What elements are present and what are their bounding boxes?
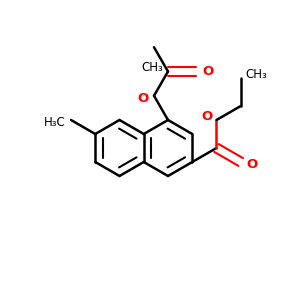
Text: H₃C: H₃C xyxy=(44,116,66,128)
Text: O: O xyxy=(201,110,212,124)
Text: O: O xyxy=(202,65,213,78)
Text: CH₃: CH₃ xyxy=(141,61,163,74)
Text: O: O xyxy=(247,158,258,170)
Text: CH₃: CH₃ xyxy=(246,68,268,80)
Text: O: O xyxy=(138,92,149,105)
